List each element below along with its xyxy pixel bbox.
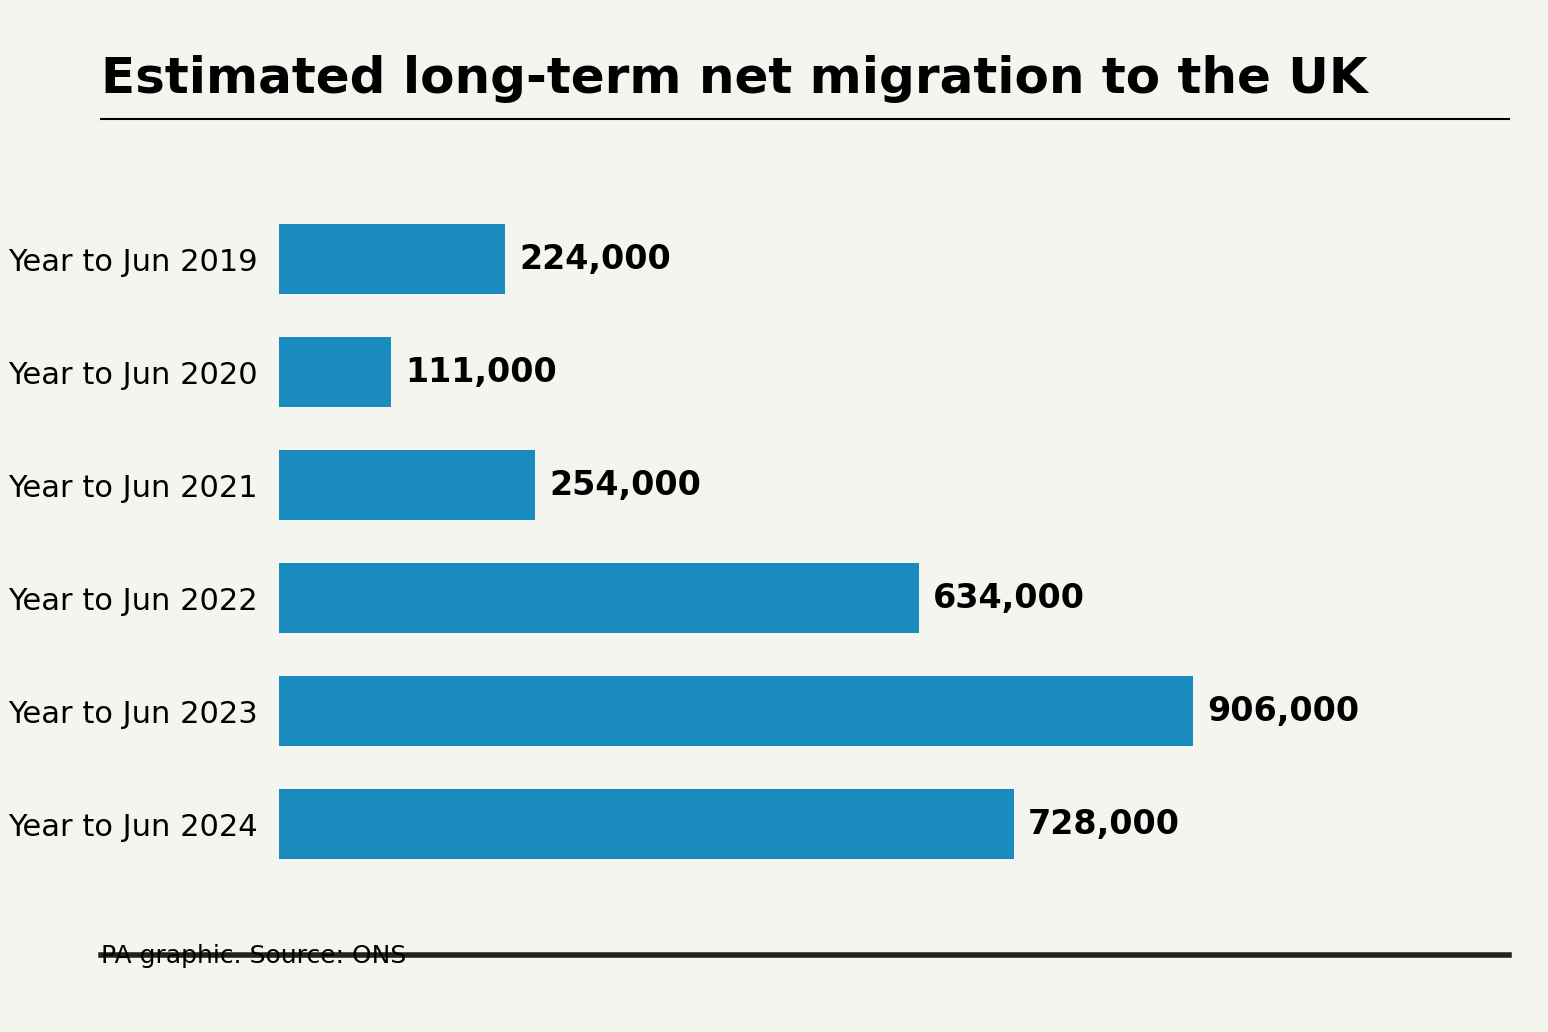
Text: 224,000: 224,000 — [519, 243, 670, 276]
Bar — [279, 450, 536, 520]
Text: 728,000: 728,000 — [1028, 808, 1180, 841]
Bar — [279, 337, 390, 408]
Text: Estimated long-term net migration to the UK: Estimated long-term net migration to the… — [101, 55, 1367, 103]
Text: PA graphic. Source: ONS: PA graphic. Source: ONS — [101, 944, 406, 968]
Text: 111,000: 111,000 — [406, 356, 557, 389]
Bar — [279, 676, 1194, 746]
Text: 906,000: 906,000 — [1207, 695, 1359, 728]
Bar — [279, 563, 918, 634]
Bar — [279, 789, 1014, 860]
Text: 254,000: 254,000 — [550, 469, 701, 502]
Text: 634,000: 634,000 — [933, 582, 1085, 615]
Bar — [279, 224, 505, 294]
